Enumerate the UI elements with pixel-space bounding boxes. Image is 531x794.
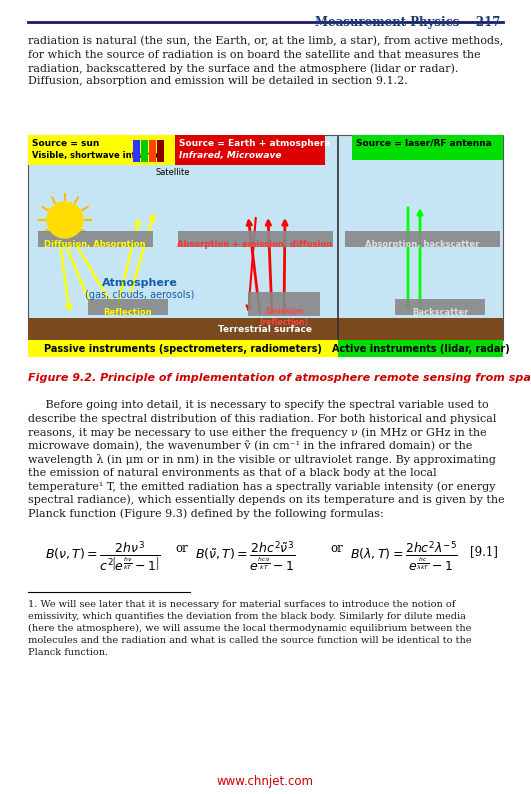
Text: Source = laser/RF antenna: Source = laser/RF antenna <box>356 138 492 148</box>
Text: (here the atmosphere), we will assume the local thermodynamic equilibrium betwee: (here the atmosphere), we will assume th… <box>28 624 472 633</box>
Text: www.chnjet.com: www.chnjet.com <box>217 775 313 788</box>
Text: Figure 9.2. Principle of implementation of atmosphere remote sensing from space: Figure 9.2. Principle of implementation … <box>28 373 531 383</box>
Text: for which the source of radiation is on board the satellite and that measures th: for which the source of radiation is on … <box>28 49 481 60</box>
Text: Source = sun: Source = sun <box>32 139 99 148</box>
Text: Atmosphere: Atmosphere <box>102 278 178 288</box>
Bar <box>248 292 320 316</box>
Text: Diffusion, absorption and emission will be detailed in section 9.1.2.: Diffusion, absorption and emission will … <box>28 76 408 87</box>
Text: reasons, it may be necessary to use either the frequency ν (in MHz or GHz in the: reasons, it may be necessary to use eith… <box>28 427 486 437</box>
Text: temperature¹ T, the emitted radiation has a spectrally variable intensity (or en: temperature¹ T, the emitted radiation ha… <box>28 481 495 491</box>
Text: $B(\tilde{\nu},T) = \dfrac{2hc^2\tilde{\nu}^3}{e^{\frac{hc\tilde{\nu}}{kT}}-1}$: $B(\tilde{\nu},T) = \dfrac{2hc^2\tilde{\… <box>195 540 295 574</box>
Text: Before going into detail, it is necessary to specify the spectral variable used : Before going into detail, it is necessar… <box>28 400 489 410</box>
Text: spectral radiance), which essentially depends on its temperature and is given by: spectral radiance), which essentially de… <box>28 495 504 505</box>
Text: the emission of natural environments as that of a black body at the local: the emission of natural environments as … <box>28 468 436 477</box>
Text: Terrestrial surface: Terrestrial surface <box>218 326 313 334</box>
Text: (gas, clouds, aerosols): (gas, clouds, aerosols) <box>85 290 195 300</box>
Text: Passive instruments (spectrometers, radiometers): Passive instruments (spectrometers, radi… <box>44 345 322 354</box>
Bar <box>28 135 503 340</box>
Bar <box>28 318 503 340</box>
Bar <box>38 231 153 247</box>
Bar <box>157 140 164 162</box>
Circle shape <box>47 202 83 238</box>
Bar <box>178 231 333 247</box>
Text: or: or <box>330 542 342 555</box>
Bar <box>133 140 140 162</box>
Bar <box>28 340 338 357</box>
Text: radiation, backscattered by the surface and the atmosphere (lidar or radar).: radiation, backscattered by the surface … <box>28 63 458 74</box>
Text: Backscatter: Backscatter <box>412 308 468 317</box>
Text: Visible, shortwave infrared: Visible, shortwave infrared <box>32 151 161 160</box>
Text: Absorption + emission, diffusion: Absorption + emission, diffusion <box>177 240 332 249</box>
Bar <box>28 135 178 165</box>
Text: Emission
(reflection): Emission (reflection) <box>260 307 309 327</box>
Text: Measurement Physics    217: Measurement Physics 217 <box>315 16 500 29</box>
Bar <box>141 140 148 162</box>
Text: or: or <box>175 542 188 555</box>
Bar <box>395 299 485 315</box>
Text: molecules and the radiation and what is called the source function will be ident: molecules and the radiation and what is … <box>28 636 472 645</box>
Bar <box>345 231 500 247</box>
Text: wavelength λ (in μm or in nm) in the visible or ultraviolet range. By approximat: wavelength λ (in μm or in nm) in the vis… <box>28 454 496 465</box>
Bar <box>175 135 325 165</box>
Text: describe the spectral distribution of this radiation. For both historical and ph: describe the spectral distribution of th… <box>28 414 496 423</box>
Text: Absorption, backscatter: Absorption, backscatter <box>365 240 479 249</box>
Text: Planck function.: Planck function. <box>28 648 108 657</box>
Text: Diffusion, Absorption: Diffusion, Absorption <box>44 240 145 249</box>
Text: $B(\lambda,T) = \dfrac{2hc^2\lambda^{-5}}{e^{\frac{hc}{\lambda kT}}-1}$: $B(\lambda,T) = \dfrac{2hc^2\lambda^{-5}… <box>350 540 458 574</box>
Text: radiation is natural (the sun, the Earth, or, at the limb, a star), from active : radiation is natural (the sun, the Earth… <box>28 36 503 46</box>
Text: Infrared, Microwave: Infrared, Microwave <box>179 151 281 160</box>
Bar <box>88 299 168 315</box>
Text: Active instruments (lidar, radar): Active instruments (lidar, radar) <box>332 345 509 354</box>
Text: Reflection: Reflection <box>104 308 152 317</box>
Text: Planck function (Figure 9.3) defined by the following formulas:: Planck function (Figure 9.3) defined by … <box>28 508 384 518</box>
Text: $B(\nu,T) = \dfrac{2h\nu^3}{c^2\!\left[e^{\frac{h\nu}{kT}}-1\right]}$: $B(\nu,T) = \dfrac{2h\nu^3}{c^2\!\left[e… <box>45 540 161 574</box>
Text: [9.1]: [9.1] <box>470 545 498 558</box>
Bar <box>352 135 503 160</box>
Text: microwave domain), the wavenumber ṽ (in cm⁻¹ in the infrared domain) or the: microwave domain), the wavenumber ṽ (in … <box>28 441 473 451</box>
Bar <box>149 140 156 162</box>
Text: 1. We will see later that it is necessary for material surfaces to introduce the: 1. We will see later that it is necessar… <box>28 600 456 609</box>
Text: emissivity, which quantifies the deviation from the black body. Similarly for di: emissivity, which quantifies the deviati… <box>28 612 466 621</box>
Text: Source = Earth + atmosphere: Source = Earth + atmosphere <box>179 139 330 148</box>
Bar <box>338 340 503 357</box>
Text: Satellite: Satellite <box>155 168 190 177</box>
